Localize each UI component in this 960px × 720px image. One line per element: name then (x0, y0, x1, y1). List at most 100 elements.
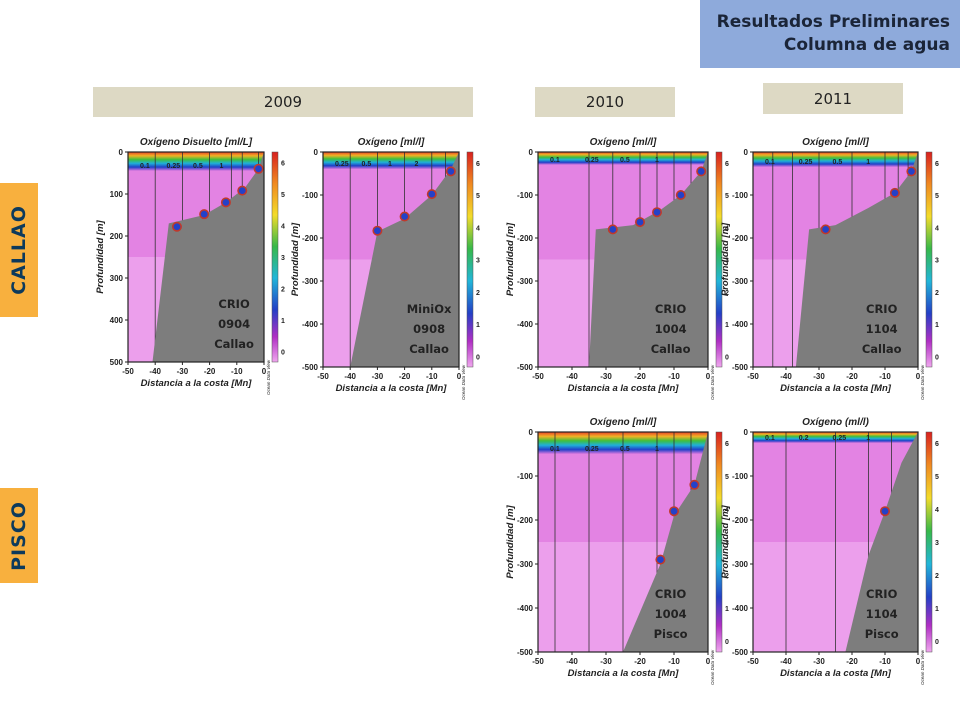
station-marker (820, 224, 831, 235)
x-tick-label: -50 (532, 657, 544, 666)
x-tick-label: -50 (532, 372, 544, 381)
colorbar-tick-label: 6 (935, 441, 939, 448)
x-tick-label: -30 (600, 372, 612, 381)
seafloor (795, 152, 918, 367)
colorbar (715, 151, 723, 368)
region-label-callao: CALLAO (0, 183, 38, 317)
y-tick-label: 0 (744, 148, 749, 157)
x-tick-label: -10 (668, 657, 680, 666)
isoline-label: 0.5 (620, 157, 630, 164)
y-tick-label: 300 (110, 274, 124, 283)
station-marker (696, 166, 707, 177)
y-axis-label: Profundidad [m] (505, 504, 516, 578)
y-tick-label: -400 (732, 604, 749, 613)
cruise-label-line: 1004 (654, 607, 687, 621)
colorbar-tick-label: 4 (281, 224, 285, 231)
oxygen-section-chart-6: Oxígeno (ml/l) 0 -100 -200 -300 -400 -500 -50 -4… (715, 410, 952, 688)
isoline-label: 1 (220, 163, 224, 170)
cruise-label-line: Callao (409, 342, 449, 356)
x-tick-label: -50 (747, 372, 759, 381)
seafloor (152, 152, 264, 362)
station-marker (399, 211, 410, 222)
x-tick-label: -30 (600, 657, 612, 666)
x-tick-label: -40 (780, 657, 792, 666)
x-tick-label: 0 (706, 372, 711, 381)
y-tick-label: -500 (732, 648, 749, 657)
isoline-label: 2 (415, 161, 419, 168)
cruise-label-line: Callao (861, 342, 902, 356)
chart-svg: Oxígeno [ml/l]0-100-200-300-400-500-50 -4… (290, 137, 480, 400)
y-tick-label: 200 (110, 232, 124, 241)
isoline-label: 1 (866, 159, 870, 166)
x-tick-label: 0 (916, 372, 921, 381)
colorbar-tick-label: 1 (281, 318, 285, 325)
y-tick-label: -300 (302, 277, 319, 286)
year-label-2010: 2010 (535, 87, 675, 117)
y-tick-label: -500 (732, 363, 749, 372)
isoline-label: 0.25 (585, 157, 599, 164)
colorbar-tick-label: 1 (725, 606, 729, 613)
cruise-label: CRIO 1004 Pisco (631, 584, 711, 644)
station-marker (607, 224, 618, 235)
x-tick-label: 0 (262, 367, 267, 376)
chart-title: Oxígeno [ml/l] (358, 137, 425, 148)
chart-svg: Oxígeno (ml/l)0-100-200-300-400-500-50 -4… (720, 417, 939, 685)
cruise-label-line: CRIO (654, 302, 687, 316)
chart-svg: Oxígeno [ml/l]0-100-200-300-400-500-50 -4… (505, 137, 729, 400)
y-tick-label: -400 (302, 320, 319, 329)
colorbar-tick-label: 5 (725, 193, 729, 200)
region-callao-text: CALLAO (8, 205, 30, 295)
x-tick-label: -30 (177, 367, 189, 376)
y-tick-label: -500 (517, 648, 534, 657)
isoline-label: 0.5 (620, 446, 630, 453)
colorbar-tick-label: 5 (725, 474, 729, 481)
y-tick-label: -200 (517, 516, 534, 525)
y-axis-label: Profundidad [m] (505, 222, 516, 296)
isoline-label: 0.1 (140, 163, 150, 170)
title-line-1: Resultados Preliminares (716, 12, 950, 32)
colorbar-tick-label: 3 (935, 540, 939, 547)
plot-frame (127, 151, 265, 363)
y-tick-label: -200 (302, 234, 319, 243)
colorbar (925, 431, 933, 653)
cruise-label-line: 0904 (218, 317, 251, 331)
station-marker (171, 221, 182, 232)
y-tick-label: -400 (732, 320, 749, 329)
x-tick-label: -20 (846, 372, 858, 381)
surface-oxygen-layer (128, 152, 264, 171)
x-tick-label: -30 (372, 372, 384, 381)
y-tick-label: 0 (529, 428, 534, 437)
colorbar-tick-label: 6 (935, 161, 939, 168)
colorbar-tick-label: 1 (725, 322, 729, 329)
station-marker (635, 217, 646, 228)
x-axis-label: Distancia a la costa [Mn] (780, 668, 892, 679)
x-tick-label: -30 (813, 372, 825, 381)
station-marker (689, 479, 700, 490)
colorbar-tick-label: 3 (935, 258, 939, 265)
seafloor (350, 152, 459, 367)
colorbar-tick-label: 2 (281, 287, 285, 294)
colorbar-credit: Ocean Data View (920, 364, 925, 400)
colorbar-tick-label: 5 (281, 192, 285, 199)
region-pisco-text: PISCO (8, 500, 30, 571)
surface-oxygen-layer (753, 152, 918, 168)
colorbar-credit: Ocean Data View (461, 364, 466, 400)
title-box: Resultados Preliminares Columna de agua (700, 0, 960, 68)
station-marker (652, 207, 663, 218)
isoline-label: 1 (655, 157, 659, 164)
colorbar (715, 431, 723, 653)
x-tick-label: -40 (566, 372, 578, 381)
chart-title: Oxígeno [ml/l] (802, 137, 869, 148)
y-tick-label: -300 (732, 277, 749, 286)
cruise-label-line: CRIO (218, 297, 250, 311)
x-tick-label: -10 (426, 372, 438, 381)
x-tick-label: -40 (566, 657, 578, 666)
colorbar-tick-label: 0 (725, 354, 729, 361)
x-tick-label: -20 (204, 367, 216, 376)
y-tick-label: -300 (517, 560, 534, 569)
x-tick-label: -10 (879, 657, 891, 666)
isoline-label: 0.1 (550, 157, 560, 164)
colorbar (925, 151, 933, 368)
cruise-label-line: 1004 (654, 322, 687, 336)
x-tick-label: 0 (706, 657, 711, 666)
